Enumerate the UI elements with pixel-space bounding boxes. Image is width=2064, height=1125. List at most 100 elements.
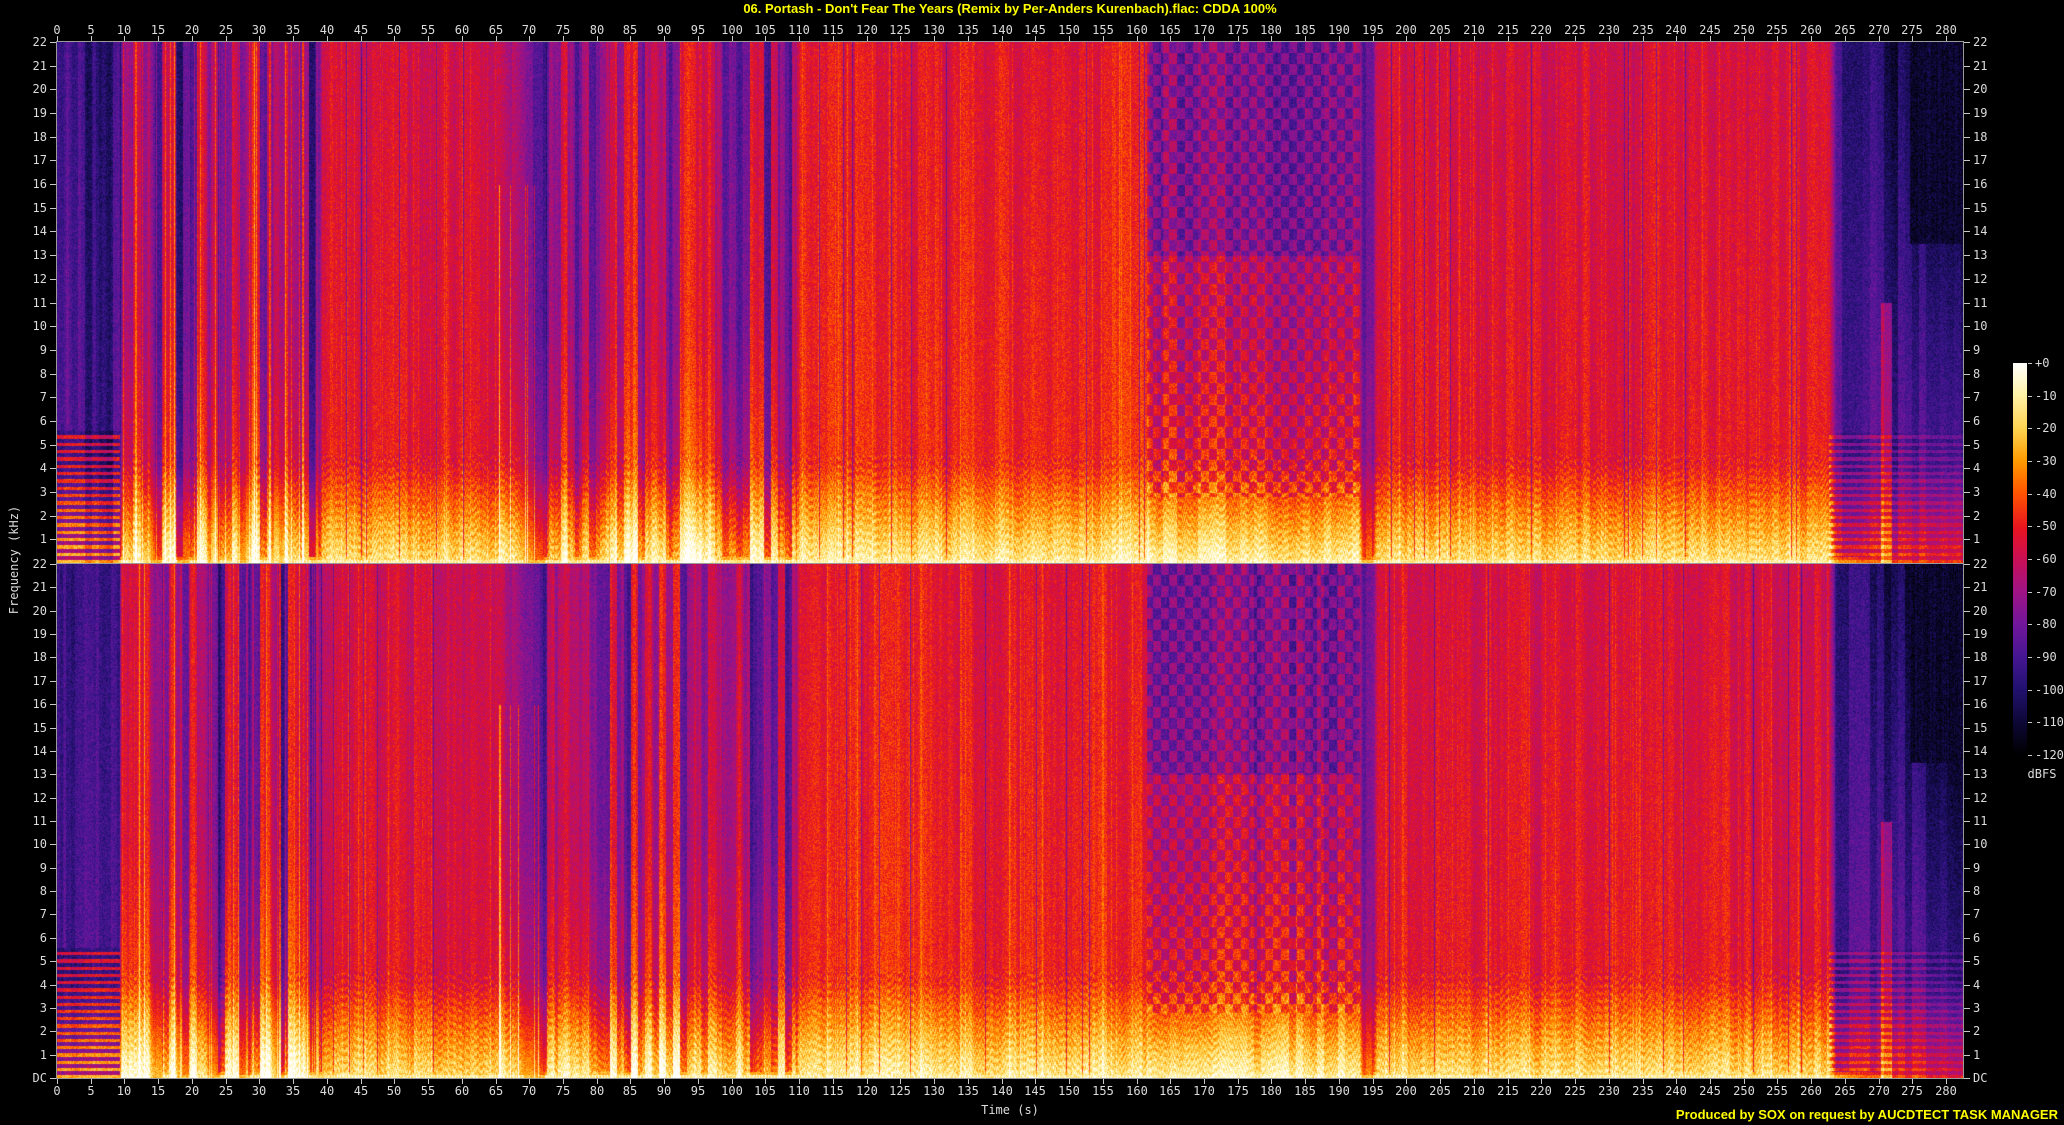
freq-tick bbox=[1964, 279, 1970, 280]
time-tick bbox=[1204, 1079, 1205, 1084]
time-tick bbox=[1676, 36, 1677, 41]
freq-tick-label: 7 bbox=[39, 907, 47, 921]
freq-tick bbox=[50, 1031, 56, 1032]
time-tick-label: 0 bbox=[53, 23, 61, 37]
time-tick bbox=[934, 1079, 935, 1084]
time-tick-label: 190 bbox=[1328, 1084, 1350, 1098]
freq-tick-label: 11 bbox=[32, 814, 47, 828]
time-tick bbox=[1676, 1079, 1677, 1084]
time-tick-label: 65 bbox=[488, 23, 504, 37]
time-tick bbox=[1643, 36, 1644, 41]
colorbar-tick-label: -100 bbox=[2035, 683, 2064, 697]
freq-tick-label: 8 bbox=[1973, 367, 1981, 381]
time-tick-label: 10 bbox=[116, 1084, 132, 1098]
freq-tick bbox=[50, 961, 56, 962]
colorbar bbox=[2013, 363, 2027, 755]
time-tick bbox=[1035, 36, 1036, 41]
freq-tick-label: 3 bbox=[1973, 1001, 1981, 1015]
time-tick-label: 270 bbox=[1868, 1084, 1890, 1098]
colorbar-tick-label: -30 bbox=[2035, 454, 2057, 468]
time-tick bbox=[226, 1079, 227, 1084]
time-tick-label: 170 bbox=[1193, 1084, 1215, 1098]
time-tick-label: 25 bbox=[218, 1084, 234, 1098]
freq-tick bbox=[50, 564, 56, 565]
freq-tick bbox=[50, 184, 56, 185]
time-tick bbox=[1069, 36, 1070, 41]
time-tick bbox=[1069, 1079, 1070, 1084]
freq-tick-label: 14 bbox=[32, 744, 47, 758]
time-tick-label: 100 bbox=[721, 23, 743, 37]
freq-tick-label: 9 bbox=[39, 343, 47, 357]
time-tick-label: 180 bbox=[1260, 23, 1282, 37]
time-tick-label: 240 bbox=[1665, 1084, 1687, 1098]
freq-tick bbox=[50, 611, 56, 612]
time-tick bbox=[57, 36, 58, 41]
time-tick bbox=[1643, 1079, 1644, 1084]
top-axis-line bbox=[56, 41, 1964, 42]
freq-tick bbox=[50, 774, 56, 775]
spectrogram-channel-2 bbox=[57, 564, 1963, 1078]
freq-tick-label: 19 bbox=[1973, 106, 1988, 120]
time-tick-label: 225 bbox=[1564, 23, 1586, 37]
freq-tick bbox=[1964, 751, 1970, 752]
time-tick-label: 50 bbox=[386, 1084, 402, 1098]
time-tick-label: 120 bbox=[856, 1084, 878, 1098]
freq-tick-label: 13 bbox=[1973, 248, 1988, 262]
time-tick-label: 135 bbox=[957, 23, 979, 37]
time-tick-label: 250 bbox=[1733, 1084, 1755, 1098]
freq-tick bbox=[50, 1008, 56, 1009]
time-tick bbox=[1575, 1079, 1576, 1084]
time-tick-label: 165 bbox=[1159, 23, 1181, 37]
time-tick bbox=[529, 1079, 530, 1084]
time-tick bbox=[799, 1079, 800, 1084]
time-tick-label: 125 bbox=[889, 23, 911, 37]
time-tick-label: 245 bbox=[1699, 1084, 1721, 1098]
time-tick bbox=[900, 36, 901, 41]
time-tick-label: 20 bbox=[184, 1084, 200, 1098]
freq-tick bbox=[1964, 42, 1970, 43]
time-tick bbox=[765, 36, 766, 41]
freq-tick bbox=[1964, 868, 1970, 869]
freq-tick-label: 18 bbox=[32, 130, 47, 144]
time-tick-label: 75 bbox=[555, 23, 571, 37]
freq-tick-label: 21 bbox=[1973, 580, 1988, 594]
freq-tick bbox=[1964, 516, 1970, 517]
time-tick bbox=[1777, 36, 1778, 41]
time-tick bbox=[361, 1079, 362, 1084]
time-tick-label: 240 bbox=[1665, 23, 1687, 37]
time-tick-label: 15 bbox=[150, 23, 166, 37]
time-tick bbox=[1103, 1079, 1104, 1084]
time-tick-label: 235 bbox=[1632, 23, 1654, 37]
time-tick bbox=[799, 36, 800, 41]
freq-tick bbox=[1964, 113, 1970, 114]
time-tick-label: 140 bbox=[991, 1084, 1013, 1098]
left-axis-line bbox=[56, 41, 57, 1079]
time-tick-label: 280 bbox=[1935, 23, 1957, 37]
freq-tick-label: 6 bbox=[39, 414, 47, 428]
time-tick-label: 105 bbox=[754, 23, 776, 37]
freq-tick bbox=[1964, 938, 1970, 939]
time-tick bbox=[1440, 1079, 1441, 1084]
time-tick bbox=[293, 1079, 294, 1084]
freq-tick bbox=[1964, 66, 1970, 67]
time-tick-label: 110 bbox=[788, 23, 810, 37]
time-tick bbox=[57, 1079, 58, 1084]
time-tick-label: 120 bbox=[856, 23, 878, 37]
freq-tick-label: 17 bbox=[32, 674, 47, 688]
freq-tick bbox=[50, 421, 56, 422]
freq-tick bbox=[1964, 821, 1970, 822]
time-tick-label: 275 bbox=[1901, 1084, 1923, 1098]
time-tick-label: 105 bbox=[754, 1084, 776, 1098]
time-tick-label: 110 bbox=[788, 1084, 810, 1098]
freq-tick-label: 20 bbox=[1973, 82, 1988, 96]
colorbar-tick bbox=[2028, 722, 2032, 723]
time-tick-label: 50 bbox=[386, 23, 402, 37]
time-tick bbox=[833, 36, 834, 41]
time-tick bbox=[1373, 1079, 1374, 1084]
time-tick bbox=[1777, 1079, 1778, 1084]
freq-tick-label: 19 bbox=[1973, 627, 1988, 641]
time-tick bbox=[732, 1079, 733, 1084]
time-tick-label: 15 bbox=[150, 1084, 166, 1098]
freq-tick-label: 2 bbox=[1973, 1024, 1981, 1038]
